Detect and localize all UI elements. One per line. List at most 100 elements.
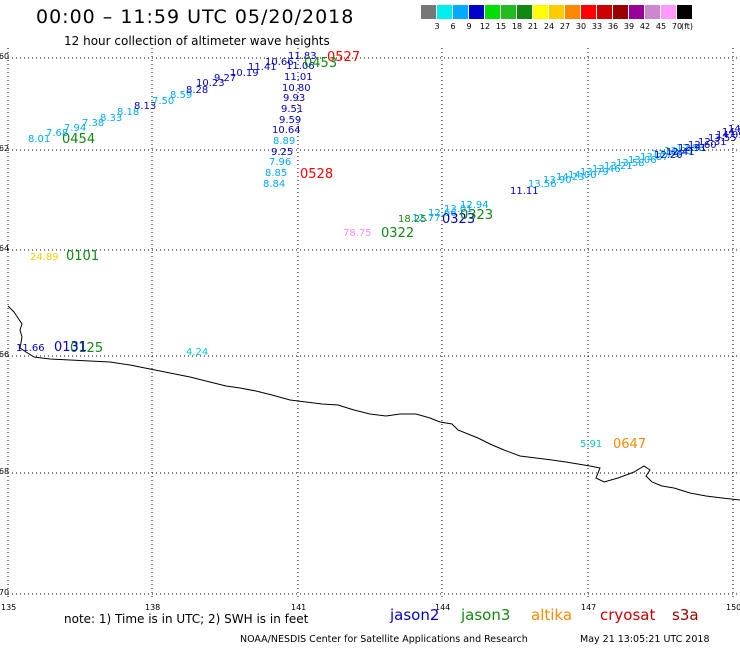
satellite-pass-label: 13.58 (616, 158, 645, 169)
latitude-tick-label: -66 (0, 350, 10, 359)
satellite-pass-label: 13.06 (628, 155, 657, 166)
satellite-pass-label: 13.79 (580, 167, 609, 178)
satellite-pass-label: 12.98 (676, 143, 705, 154)
legend-swatch (565, 5, 581, 19)
legend-label: 42 (639, 22, 651, 31)
legend-label: 33 (591, 22, 603, 31)
satellite-pass-label: 10.80 (282, 83, 311, 94)
satellite-pass-label: 0323 (442, 212, 475, 227)
legend-label: 18 (511, 22, 523, 31)
satellite-pass-label: 5.91 (580, 439, 602, 450)
satellite-pass-label: 0131 (54, 340, 87, 355)
satellite-pass-label: 9.51 (281, 104, 303, 115)
satellite-pass-label: 10.64 (272, 125, 301, 136)
satellite-pass-label: 13.21 (604, 161, 633, 172)
legend-swatch (533, 5, 549, 19)
satellite-pass-label: 8.01 (28, 134, 50, 145)
antarctic-coastline (7, 305, 740, 501)
legend-swatch (453, 5, 469, 19)
satellite-pass-label: 9.27 (214, 73, 236, 84)
legend-swatch (613, 5, 629, 19)
legend-label: 27 (559, 22, 571, 31)
legend-swatch (597, 5, 613, 19)
satellite-pass-label: 14.00 (568, 170, 597, 181)
legend-label: 12 (479, 22, 491, 31)
legend-label: 30 (575, 22, 587, 31)
longitude-tick-label: 135 (1, 603, 17, 612)
satellite-pass-label: 10.23 (196, 78, 225, 89)
satellite-pass-label: 7.38 (82, 118, 104, 129)
satellite-pass-label: 14.13 (728, 124, 740, 135)
latitude-tick-label: -68 (0, 467, 10, 476)
latitude-tick-label: -60 (0, 52, 10, 61)
legend-swatch (437, 5, 453, 19)
satellite-pass-label: 13.89 (652, 149, 681, 160)
satellite-pass-label: 8.18 (117, 107, 139, 118)
legend-swatch (661, 5, 677, 19)
satellite-pass-label: 78.75 (343, 228, 372, 239)
latitude-tick-label: -62 (0, 144, 10, 153)
satellite-pass-label: 0322 (381, 226, 414, 241)
satellite-pass-label: 12.20 (654, 150, 683, 161)
satellite-pass-label: 7.50 (152, 96, 174, 107)
satellite-pass-label: 13.01 (444, 204, 473, 215)
satellite-pass-label: 8.84 (263, 179, 285, 190)
satellite-legend-item: jason3 (461, 606, 511, 624)
legend-swatch (645, 5, 661, 19)
legend-swatch (421, 5, 437, 19)
legend-label: 39 (623, 22, 635, 31)
satellite-pass-label: 10.19 (230, 68, 259, 79)
legend-label: 9 (466, 22, 472, 31)
satellite-pass-label: 11.01 (284, 72, 313, 83)
satellite-pass-label: 7.94 (64, 123, 86, 134)
satellite-pass-label: 14.09 (716, 130, 740, 141)
legend-swatch (581, 5, 597, 19)
latitude-tick-label: -64 (0, 244, 10, 253)
legend-label: 70 (671, 22, 683, 31)
longitude-tick-label: 147 (581, 603, 597, 612)
legend-swatch (501, 5, 517, 19)
satellite-pass-label: 8.59 (170, 90, 192, 101)
satellite-pass-label: 9.25 (271, 147, 293, 158)
satellite-pass-label: 13.55 (708, 133, 737, 144)
satellite-legend-item: s3a (672, 606, 699, 624)
satellite-pass-label: 8.89 (273, 136, 295, 147)
satellite-pass-label: 13.90 (543, 175, 572, 186)
satellite-pass-label: 12.41 (666, 147, 695, 158)
map-subtitle: 12 hour collection of altimeter wave hei… (64, 34, 330, 48)
satellite-legend-item: altika (531, 606, 573, 624)
satellite-pass-label: 0528 (300, 167, 333, 182)
satellite-pass-label: 8.13 (134, 101, 156, 112)
legend-label: 15 (495, 22, 507, 31)
legend-swatch (629, 5, 645, 19)
satellite-pass-label: 8.33 (100, 113, 122, 124)
legend-label: (ft) (680, 22, 694, 31)
satellite-pass-label: 11.41 (248, 62, 277, 73)
satellite-pass-label: 9.59 (279, 115, 301, 126)
note-text: note: 1) Time is in UTC; 2) SWH is in fe… (64, 612, 309, 626)
satellite-pass-label: 24.89 (30, 252, 59, 263)
satellite-legend-item: cryosat (600, 606, 656, 624)
legend-swatch (517, 5, 533, 19)
satellite-pass-label: 12.94 (460, 200, 489, 211)
satellite-pass-label: 0527 (327, 50, 360, 65)
satellite-pass-label: 7.68 (46, 128, 68, 139)
satellite-pass-label: 12.66 (428, 208, 457, 219)
satellite-pass-label: 11.66 (16, 343, 45, 354)
legend-swatch (485, 5, 501, 19)
satellite-pass-label: 0453 (304, 56, 337, 71)
satellite-pass-label: 0125 (70, 341, 103, 356)
wave-height-labels: 8.01 7.68 7.94 7.38 8.33 8.18 8.13 7.50 … (16, 50, 740, 452)
satellite-pass-label: 0454 (62, 132, 95, 147)
longitude-tick-label: 141 (291, 603, 307, 612)
satellite-pass-label: 9.93 (283, 93, 305, 104)
legend-label: 36 (607, 22, 619, 31)
map-grid (7, 48, 740, 600)
satellite-pass-label: 13.56 (528, 179, 557, 190)
satellite-pass-label: 13.05 (664, 146, 693, 157)
legend-label: 6 (450, 22, 456, 31)
satellite-pass-label: 0647 (613, 437, 646, 452)
satellite-pass-label: 12.77 (412, 213, 441, 224)
legend-label: 21 (527, 22, 539, 31)
